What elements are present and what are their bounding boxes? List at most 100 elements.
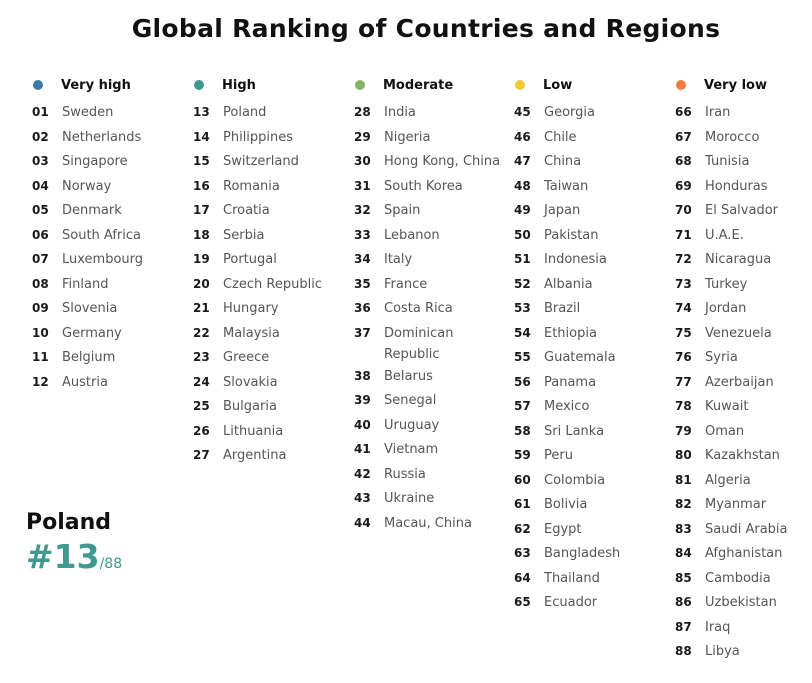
list-item: 69 Honduras <box>675 176 810 201</box>
list-item: 24 Slovakia <box>193 372 353 397</box>
country-name: Lebanon <box>384 227 440 243</box>
rank-number: 05 <box>32 203 49 217</box>
country-name: Romania <box>223 178 280 194</box>
list-item: 64 Thailand <box>514 568 674 593</box>
list-item: 35 France <box>354 274 514 299</box>
list-item: 43 Ukraine <box>354 488 514 513</box>
group-very-low: Very low 66 Iran 67 Morocco 68 Tunisia 69 Hondu… <box>675 76 810 666</box>
country-name: Czech Republic <box>223 276 322 292</box>
country-name: South Africa <box>62 227 141 243</box>
country-name: Uzbekistan <box>705 595 777 610</box>
country-name: Bolivia <box>544 497 588 512</box>
group-label: Low <box>543 77 573 93</box>
country-name: Malaysia <box>223 325 280 341</box>
list-item: 09 Slovenia <box>32 298 192 323</box>
rank-number: 36 <box>354 301 371 315</box>
list-item: 38 Belarus <box>354 366 514 391</box>
list-item: 87 Iraq <box>675 617 810 642</box>
list-item: 31 South Korea <box>354 176 514 201</box>
country-name: Nicaragua <box>705 252 772 267</box>
rank-number: 70 <box>675 203 692 217</box>
rank-number: 48 <box>514 178 531 193</box>
rank-number: 86 <box>675 595 692 609</box>
rank-number: 82 <box>675 497 692 511</box>
ranking-list: 28 India 29 Nigeria 30 Hong Kong, China 31 Sout… <box>354 102 514 537</box>
rank-number: 35 <box>354 276 371 291</box>
rank-number: 66 <box>675 105 692 119</box>
rank-number: 41 <box>354 442 371 456</box>
country-name: Pakistan <box>544 227 599 243</box>
rank-number: 14 <box>193 129 210 144</box>
list-item: 16 Romania <box>193 176 353 201</box>
country-name: Chile <box>544 129 577 145</box>
country-name: Switzerland <box>223 154 299 169</box>
country-name: Guatemala <box>544 350 616 365</box>
country-name: El Salvador <box>705 203 778 218</box>
country-name: Libya <box>705 644 740 659</box>
very-low-dot-icon <box>676 80 686 90</box>
list-item: 61 Bolivia <box>514 494 674 519</box>
list-item: 63 Bangladesh <box>514 543 674 568</box>
list-item: 58 Sri Lanka <box>514 421 674 446</box>
country-name: Mexico <box>544 399 590 414</box>
country-name: Belarus <box>384 368 433 384</box>
rank-number: 31 <box>354 178 371 193</box>
country-name: Russia <box>384 466 426 482</box>
rank-number: 50 <box>514 227 531 242</box>
rank-number: 88 <box>675 644 692 658</box>
country-name: Georgia <box>544 105 595 120</box>
rank-number: 22 <box>193 325 210 340</box>
country-name: Austria <box>62 374 108 390</box>
country-name: Dominican Republic <box>384 325 454 363</box>
country-name: Luxembourg <box>62 252 144 267</box>
country-name: Hong Kong, China <box>384 154 501 169</box>
country-name: Senegal <box>384 393 437 408</box>
country-name: Peru <box>544 448 573 463</box>
list-item: 59 Peru <box>514 445 674 470</box>
group-header: Moderate <box>354 76 514 94</box>
rank-number: 13 <box>193 105 210 119</box>
rank-number: 64 <box>514 570 531 585</box>
group-label: Moderate <box>383 77 454 93</box>
list-item: 82 Myanmar <box>675 494 810 519</box>
rank-number: 03 <box>32 154 49 168</box>
list-item: 48 Taiwan <box>514 176 674 201</box>
list-item: 65 Ecuador <box>514 592 674 617</box>
highlight-country: Poland <box>26 510 112 535</box>
country-name: Greece <box>223 350 270 365</box>
list-item: 47 China <box>514 151 674 176</box>
list-item: 13 Poland <box>193 102 353 127</box>
country-name: Spain <box>384 203 421 218</box>
ranking-list: 01 Sweden 02 Netherlands 03 Singapore 04 Norway… <box>32 102 192 396</box>
rank-number: 85 <box>675 570 692 585</box>
country-name: Morocco <box>705 129 760 145</box>
list-item: 62 Egypt <box>514 519 674 544</box>
country-name: Germany <box>62 325 122 341</box>
list-item: 86 Uzbekistan <box>675 592 810 617</box>
country-name: Syria <box>705 350 738 365</box>
rank-number: 46 <box>514 129 531 144</box>
rank-number: 53 <box>514 301 531 315</box>
rank-number: 17 <box>193 203 210 217</box>
rank-number: 69 <box>675 178 692 193</box>
country-name: Colombia <box>544 472 606 488</box>
list-item: 06 South Africa <box>32 225 192 250</box>
list-item: 46 Chile <box>514 127 674 152</box>
group-label: Very low <box>704 77 767 93</box>
list-item: 39 Senegal <box>354 390 514 415</box>
list-item: 50 Pakistan <box>514 225 674 250</box>
moderate-dot-icon <box>355 80 365 90</box>
list-item: 05 Denmark <box>32 200 192 225</box>
group-label: Very high <box>61 77 131 93</box>
country-name: Myanmar <box>705 497 767 512</box>
list-item: 44 Macau, China <box>354 513 514 538</box>
country-name: Albania <box>544 276 593 292</box>
low-dot-icon <box>515 80 525 90</box>
country-name: Cambodia <box>705 570 771 586</box>
rank-number: 65 <box>514 595 531 609</box>
rank-number: 29 <box>354 129 371 144</box>
rank-number: 78 <box>675 399 692 413</box>
rank-number: 51 <box>514 252 531 266</box>
country-name: Japan <box>544 203 581 218</box>
country-name: France <box>384 276 428 292</box>
